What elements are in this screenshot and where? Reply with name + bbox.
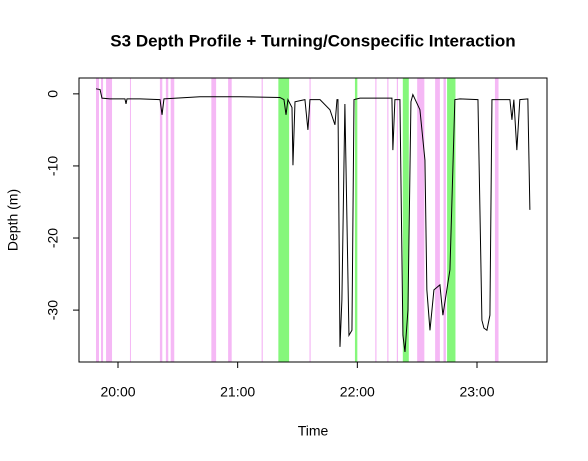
highlight-band — [375, 78, 377, 362]
highlight-band — [494, 78, 499, 362]
highlight-band — [228, 78, 232, 362]
highlight-band — [417, 78, 425, 362]
highlight-band — [129, 78, 131, 362]
y-tick-label: -30 — [45, 300, 61, 320]
highlight-band — [95, 78, 99, 362]
highlight-band — [396, 78, 399, 362]
x-tick-label: 21:00 — [220, 384, 255, 400]
highlight-band — [443, 78, 446, 362]
highlight-band — [387, 78, 389, 362]
highlight-band — [165, 78, 169, 362]
highlight-band — [309, 78, 311, 362]
highlight-band — [354, 78, 358, 362]
highlight-band — [101, 78, 104, 362]
highlight-band — [261, 78, 263, 362]
y-tick-label: -10 — [45, 156, 61, 176]
highlight-band — [106, 78, 113, 362]
highlight-band — [278, 78, 290, 362]
x-tick-label: 22:00 — [340, 384, 375, 400]
x-axis-label: Time — [298, 423, 329, 439]
depth-line — [95, 88, 531, 352]
x-tick-label: 23:00 — [459, 384, 494, 400]
y-tick-label: 0 — [45, 90, 61, 98]
plot-frame — [78, 77, 548, 363]
highlight-band — [211, 78, 217, 362]
highlight-band — [170, 78, 175, 362]
y-axis-label: Depth (m) — [5, 189, 21, 251]
y-tick-label: -20 — [45, 228, 61, 248]
highlight-band — [402, 78, 409, 362]
highlight-band — [159, 78, 163, 362]
chart-title: S3 Depth Profile + Turning/Conspecific I… — [110, 31, 515, 50]
x-tick-label: 20:00 — [100, 384, 135, 400]
highlight-band — [435, 78, 440, 362]
